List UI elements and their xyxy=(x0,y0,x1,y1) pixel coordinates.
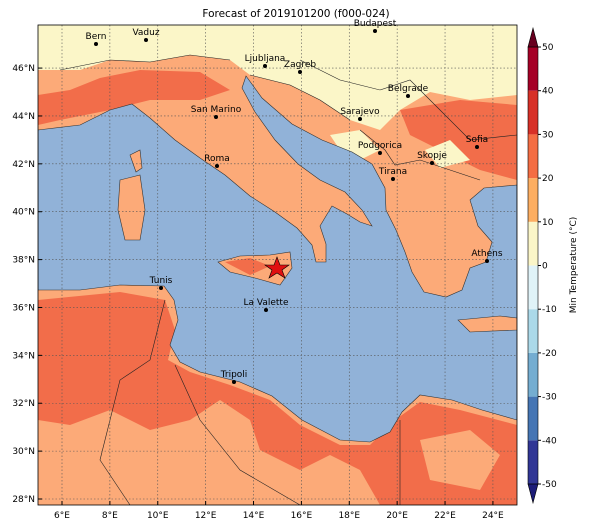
x-tick-label: 8°E xyxy=(102,511,118,521)
colorbar-band xyxy=(528,352,538,397)
city-label: Vaduz xyxy=(132,28,159,38)
city-dot xyxy=(215,164,219,168)
colorbar-tick-label: -10 xyxy=(542,305,557,315)
colorbar-tick-label: -30 xyxy=(542,393,557,403)
city-label: San Marino xyxy=(191,105,242,115)
city-label: Tripoli xyxy=(220,370,248,380)
city-label: Budapest xyxy=(354,19,397,29)
y-tick-label: 32°N xyxy=(12,399,35,409)
x-tick-label: 22°E xyxy=(434,511,456,521)
colorbar-band xyxy=(528,265,538,310)
city-label: Belgrade xyxy=(388,84,429,94)
city-dot xyxy=(358,117,362,121)
land xyxy=(60,420,500,490)
warm-area xyxy=(38,292,517,505)
city-dot xyxy=(391,177,395,181)
city-dot xyxy=(475,145,479,149)
title: Forecast of 2019101200 (f000-024) xyxy=(202,8,389,20)
colorbar-extend xyxy=(527,483,539,505)
city-label: Roma xyxy=(204,154,230,164)
map-frame xyxy=(37,24,518,506)
y-tick-label: 36°N xyxy=(12,303,35,313)
city-dot xyxy=(406,94,410,98)
colorbar-tick-label: 20 xyxy=(542,174,554,184)
y-tick-label: 34°N xyxy=(12,351,35,361)
colorbar-band xyxy=(528,221,538,266)
city-dot xyxy=(378,151,382,155)
island xyxy=(117,149,517,333)
colorbar-extend xyxy=(527,26,539,48)
y-tick-label: 28°N xyxy=(12,495,35,505)
city-label: Sarajevo xyxy=(340,107,380,117)
x-tick-label: 16°E xyxy=(291,511,313,521)
cool-area xyxy=(38,25,517,130)
colorbar-band xyxy=(528,90,538,135)
city-label: Tirana xyxy=(378,167,407,177)
y-tick-label: 44°N xyxy=(12,112,35,122)
x-tick-label: 6°E xyxy=(54,511,70,521)
city-dot xyxy=(264,308,268,312)
y-tick-label: 38°N xyxy=(12,256,35,266)
x-tick-label: 24°E xyxy=(482,511,504,521)
colorbar-tick-label: -40 xyxy=(542,436,557,446)
city-label: Zagreb xyxy=(284,60,316,70)
y-tick-label: 40°N xyxy=(12,208,35,218)
y-tick-label: 30°N xyxy=(12,447,35,457)
y-tick-label: 46°N xyxy=(12,64,35,74)
warm-area xyxy=(38,70,517,180)
colorbar-tick-label: 50 xyxy=(542,43,554,53)
colorbar-tick-label: 30 xyxy=(542,130,554,140)
warm-area xyxy=(225,258,270,275)
city-label: Sofia xyxy=(466,135,488,145)
colorbar-label: Min Temperature (°C) xyxy=(569,217,579,314)
x-tick-label: 14°E xyxy=(243,511,265,521)
colorbar-tick-label: -50 xyxy=(542,480,557,490)
city-dot xyxy=(214,115,218,119)
cool-area xyxy=(330,130,470,168)
marker-star xyxy=(264,256,290,279)
city-label: Athens xyxy=(471,249,502,259)
colorbar-band xyxy=(528,47,538,91)
colorbar-band xyxy=(528,440,538,484)
city-dot xyxy=(159,286,163,290)
colorbar-tick-label: 10 xyxy=(542,218,554,228)
colorbar-band xyxy=(528,396,538,441)
city-label: Podgorica xyxy=(358,141,402,151)
colorbar-tick-label: 0 xyxy=(542,262,548,272)
city-dot xyxy=(298,70,302,74)
city-label: Skopje xyxy=(417,151,447,161)
city-label: Bern xyxy=(86,32,107,42)
x-tick-label: 10°E xyxy=(147,511,169,521)
border xyxy=(59,54,517,505)
city-dot xyxy=(373,29,377,33)
city-label: Tunis xyxy=(149,276,173,286)
city-label: La Valette xyxy=(244,298,289,308)
colorbar-band xyxy=(528,309,538,353)
colorbar-band xyxy=(528,134,538,179)
colorbar-band xyxy=(528,178,538,222)
city-dot xyxy=(144,38,148,42)
y-tick-label: 42°N xyxy=(12,160,35,170)
city-dot xyxy=(94,42,98,46)
city-dot xyxy=(430,161,434,165)
city-dot xyxy=(232,380,236,384)
colorbar-tick-label: -20 xyxy=(542,349,557,359)
x-tick-label: 12°E xyxy=(195,511,217,521)
city-label: Ljubljana xyxy=(245,54,286,64)
x-tick-label: 18°E xyxy=(338,511,360,521)
x-tick-label: 20°E xyxy=(386,511,408,521)
map-area xyxy=(38,25,517,505)
city-dot xyxy=(485,259,489,263)
colorbar-tick-label: 40 xyxy=(542,87,554,97)
city-dot xyxy=(263,64,267,68)
